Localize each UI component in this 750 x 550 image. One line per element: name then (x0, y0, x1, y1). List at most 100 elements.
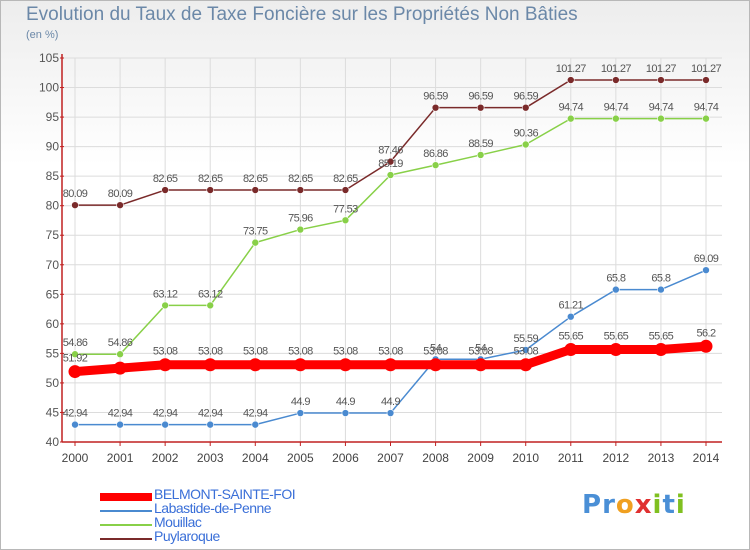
x-tick-label: 2000 (62, 451, 89, 465)
data-label-labastide-de-penne: 42.94 (153, 408, 178, 420)
data-label-belmont-sainte-foi: 53.08 (153, 346, 178, 358)
data-point-mouillac (566, 114, 575, 123)
logo-letter: x (634, 490, 653, 520)
x-tick-label: 2005 (287, 451, 314, 465)
data-label-puylaroque: 101.27 (691, 63, 722, 75)
y-tick-label: 80 (46, 199, 60, 213)
data-point-belmont-sainte-foi (293, 358, 307, 372)
x-tick-label: 2010 (512, 451, 539, 465)
data-label-mouillac: 54.86 (108, 337, 133, 349)
y-tick-label: 75 (46, 228, 60, 242)
grid-lines (62, 57, 722, 443)
data-point-belmont-sainte-foi (654, 343, 668, 357)
data-point-labastide-de-penne (161, 420, 169, 429)
y-tick-label: 55 (46, 346, 60, 360)
data-point-belmont-sainte-foi (519, 358, 533, 372)
data-point-labastide-de-penne (251, 420, 260, 429)
data-label-puylaroque: 82.65 (243, 173, 268, 185)
data-point-labastide-de-penne (702, 266, 710, 274)
y-tick-label: 100 (39, 81, 59, 95)
data-label-puylaroque: 101.27 (601, 63, 632, 75)
data-point-puylaroque (657, 76, 665, 84)
data-label-mouillac: 85.19 (378, 158, 403, 170)
data-point-mouillac (431, 161, 440, 169)
data-label-labastide-de-penne: 44.9 (336, 396, 355, 408)
data-label-puylaroque: 96.59 (423, 91, 448, 103)
data-point-mouillac (612, 114, 620, 123)
data-label-puylaroque: 82.65 (198, 173, 223, 185)
x-tick-label: 2011 (558, 451, 584, 465)
data-label-belmont-sainte-foi: 53.08 (333, 346, 358, 358)
y-tick-label: 45 (46, 405, 60, 419)
data-point-belmont-sainte-foi (384, 358, 397, 372)
logo-letter: i (652, 490, 663, 520)
logo-letter: P (582, 490, 603, 520)
data-point-puylaroque (702, 76, 710, 84)
legend-label-labastide: Labastide-de-Penne (154, 500, 272, 516)
data-point-puylaroque (116, 201, 124, 209)
data-label-belmont-sainte-foi: 55.65 (604, 331, 629, 343)
data-point-mouillac (161, 301, 169, 310)
data-point-puylaroque (296, 186, 305, 194)
data-point-mouillac (476, 151, 485, 159)
x-tick-label: 2008 (422, 451, 449, 465)
data-label-labastide-de-penne: 61.21 (559, 300, 584, 312)
proxiti-logo: Proxiti (582, 490, 686, 520)
data-label-labastide-de-penne: 42.94 (198, 408, 223, 420)
data-label-mouillac: 73.75 (243, 226, 268, 238)
data-label-belmont-sainte-foi: 56.2 (696, 327, 715, 339)
data-label-labastide-de-penne: 42.94 (108, 408, 133, 420)
data-point-belmont-sainte-foi (609, 343, 623, 357)
y-tick-label: 60 (46, 317, 60, 331)
logo-letter: r (602, 490, 616, 520)
data-label-labastide-de-penne: 54 (430, 342, 442, 354)
data-point-belmont-sainte-foi (699, 339, 713, 353)
chart-title: Evolution du Taux de Taxe Foncière sur l… (26, 4, 578, 25)
data-label-mouillac: 77.53 (333, 203, 358, 215)
legend-swatch-mouillac (100, 524, 152, 526)
logo-letter: t (662, 490, 676, 520)
data-point-puylaroque (612, 76, 620, 84)
y-tick-label: 85 (46, 169, 60, 183)
data-label-labastide-de-penne: 65.8 (606, 273, 625, 285)
data-point-mouillac (657, 114, 665, 123)
data-label-puylaroque: 101.27 (556, 63, 587, 75)
data-label-puylaroque: 82.65 (333, 173, 358, 185)
data-point-mouillac (206, 301, 215, 310)
data-point-labastide-de-penne (296, 409, 305, 417)
data-label-mouillac: 94.74 (604, 102, 629, 114)
legend-swatch-labastide (100, 510, 152, 512)
data-label-puylaroque: 80.09 (63, 188, 88, 200)
data-point-mouillac (702, 114, 710, 123)
data-point-belmont-sainte-foi (68, 365, 82, 379)
data-point-labastide-de-penne (566, 312, 575, 321)
data-label-labastide-de-penne: 55.59 (513, 333, 538, 345)
legend-swatch-belmont (100, 493, 152, 501)
x-tick-label: 2014 (693, 451, 720, 465)
data-label-mouillac: 94.74 (694, 102, 719, 114)
x-tick-label: 2003 (197, 451, 224, 465)
data-point-belmont-sainte-foi (248, 358, 262, 372)
y-tick-label: 70 (46, 258, 60, 272)
logo-letter: i (675, 490, 686, 520)
data-label-mouillac: 63.12 (153, 288, 178, 300)
data-point-puylaroque (71, 201, 79, 209)
data-label-belmont-sainte-foi: 53.08 (198, 346, 223, 358)
data-point-labastide-de-penne (521, 346, 530, 354)
data-point-labastide-de-penne (386, 409, 395, 417)
data-point-puylaroque (386, 157, 395, 166)
data-label-belmont-sainte-foi: 53.08 (243, 346, 268, 358)
data-label-puylaroque: 80.09 (108, 188, 133, 200)
data-label-mouillac: 88.59 (468, 138, 493, 150)
data-label-mouillac: 94.74 (649, 102, 674, 114)
data-label-labastide-de-penne: 42.94 (243, 408, 268, 420)
data-label-belmont-sainte-foi: 55.65 (559, 331, 584, 343)
data-point-labastide-de-penne (206, 420, 215, 429)
data-label-mouillac: 94.74 (559, 102, 584, 114)
data-point-puylaroque (566, 76, 575, 84)
data-point-mouillac (116, 350, 124, 359)
series-lines (68, 76, 713, 429)
